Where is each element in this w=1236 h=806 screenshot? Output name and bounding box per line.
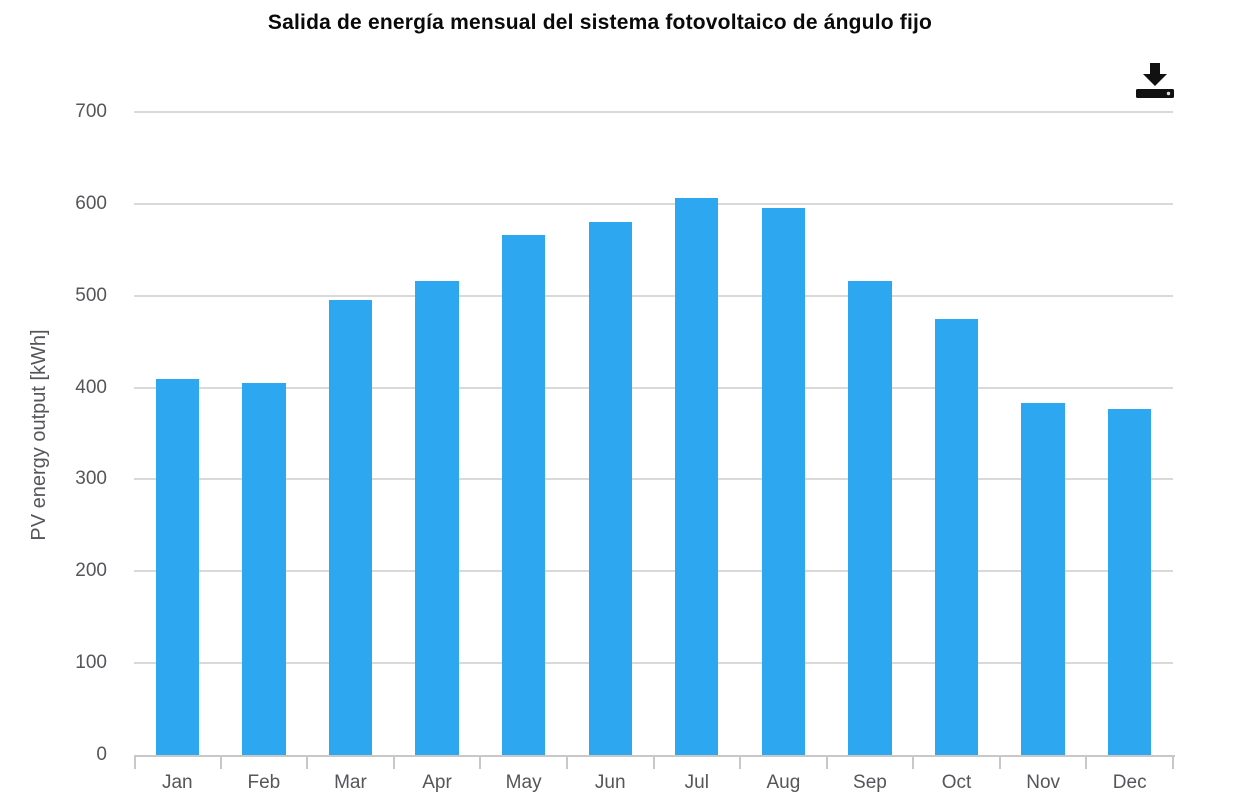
x-tick: [912, 755, 915, 769]
y-tick-label-200: 200: [75, 560, 107, 582]
chart-title: Salida de energía mensual del sistema fo…: [267, 11, 933, 34]
x-label-feb: Feb: [247, 772, 281, 793]
x-label-apr: Apr: [422, 772, 452, 793]
gridline-300: [134, 478, 1173, 481]
bar-nov: [1021, 403, 1065, 755]
x-tick: [998, 755, 1001, 769]
bar-feb: [242, 382, 286, 755]
bar-oct: [934, 318, 979, 755]
x-tick: [739, 755, 742, 769]
gridline-500: [134, 294, 1173, 297]
bar-jan: [155, 379, 199, 755]
x-label-aug: Aug: [766, 772, 801, 793]
x-label-jul: Jul: [684, 772, 709, 793]
y-tick-label-0: 0: [96, 744, 107, 765]
bar-jun: [588, 222, 632, 755]
y-tick-label-500: 500: [75, 284, 107, 306]
gridline-700: [134, 111, 1173, 113]
x-label-nov: Nov: [1026, 772, 1061, 793]
x-tick: [306, 755, 309, 769]
x-tick: [479, 755, 482, 769]
bar-mar: [328, 300, 373, 755]
x-label-dec: Dec: [1112, 772, 1147, 793]
y-tick-label-400: 400: [75, 376, 107, 398]
x-label-jun: Jun: [594, 772, 626, 793]
bar-sep: [848, 281, 892, 755]
gridline-100: [134, 662, 1173, 665]
x-tick: [134, 755, 136, 769]
x-tick: [825, 755, 828, 769]
download-icon: [1136, 63, 1174, 98]
download-chart-button[interactable]: [1131, 56, 1179, 104]
x-label-oct: Oct: [941, 772, 972, 793]
x-axis-line: [134, 755, 1175, 757]
y-axis-title: PV energy output [kWh]: [28, 329, 50, 541]
bar-dec: [1108, 408, 1152, 755]
y-tick-label-600: 600: [75, 192, 107, 214]
gridline-400: [134, 386, 1173, 389]
x-tick: [219, 755, 222, 769]
bar-apr: [415, 281, 459, 755]
gridline-600: [134, 202, 1173, 205]
y-tick-label-700: 700: [75, 101, 107, 122]
x-tick: [392, 755, 395, 769]
y-tick-label-300: 300: [75, 468, 107, 490]
x-label-mar: Mar: [334, 772, 367, 793]
x-label-jan: Jan: [161, 772, 193, 793]
gridline-200: [134, 570, 1173, 573]
x-label-may: May: [505, 772, 542, 793]
bar-jul: [675, 198, 719, 755]
x-label-sep: Sep: [853, 772, 887, 793]
x-tick: [1172, 755, 1174, 769]
y-tick-label-100: 100: [75, 652, 107, 674]
bar-aug: [761, 208, 805, 755]
bar-may: [501, 235, 546, 755]
x-tick: [1085, 755, 1088, 769]
x-tick: [652, 755, 655, 769]
x-tick: [565, 755, 568, 769]
